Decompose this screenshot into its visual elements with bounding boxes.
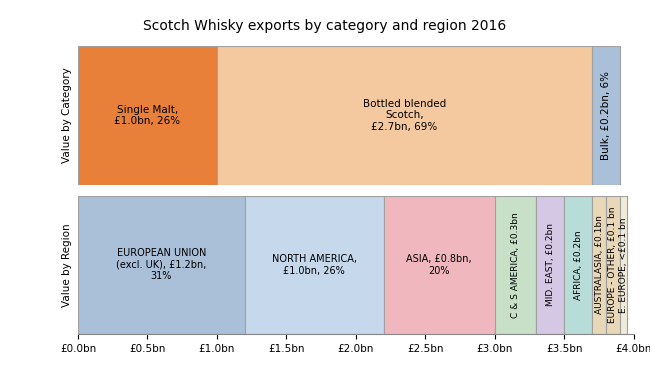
Text: E. EUROPE, <£0.1 bn: E. EUROPE, <£0.1 bn <box>619 217 628 313</box>
Text: AFRICA, £0.2bn: AFRICA, £0.2bn <box>574 230 582 300</box>
Text: NORTH AMERICA,
£1.0bn, 26%: NORTH AMERICA, £1.0bn, 26% <box>272 254 357 276</box>
FancyBboxPatch shape <box>606 195 620 334</box>
Y-axis label: Value by Region: Value by Region <box>62 223 72 307</box>
Y-axis label: Value by Category: Value by Category <box>62 68 72 163</box>
FancyBboxPatch shape <box>495 195 536 334</box>
Text: EUROPE - OTHER, £0.1 bn: EUROPE - OTHER, £0.1 bn <box>608 207 618 323</box>
FancyBboxPatch shape <box>217 46 592 185</box>
Text: ASIA, £0.8bn,
20%: ASIA, £0.8bn, 20% <box>406 254 472 276</box>
Text: EUROPEAN UNION
(excl. UK), £1.2bn,
31%: EUROPEAN UNION (excl. UK), £1.2bn, 31% <box>116 248 207 281</box>
Text: Scotch Whisky exports by category and region 2016: Scotch Whisky exports by category and re… <box>144 19 506 33</box>
Text: AUSTRALASIA, £0.1bn: AUSTRALASIA, £0.1bn <box>595 215 603 314</box>
FancyBboxPatch shape <box>592 46 620 185</box>
FancyBboxPatch shape <box>78 195 244 334</box>
FancyBboxPatch shape <box>564 195 592 334</box>
FancyBboxPatch shape <box>620 195 627 334</box>
Text: Bulk, £0.2bn, 6%: Bulk, £0.2bn, 6% <box>601 71 611 160</box>
Text: Bottled blended
Scotch,
£2.7bn, 69%: Bottled blended Scotch, £2.7bn, 69% <box>363 99 446 132</box>
FancyBboxPatch shape <box>592 195 606 334</box>
Text: Single Malt,
£1.0bn, 26%: Single Malt, £1.0bn, 26% <box>114 104 181 126</box>
FancyBboxPatch shape <box>78 46 217 185</box>
Text: C & S AMERICA, £0.3bn: C & S AMERICA, £0.3bn <box>511 212 520 318</box>
FancyBboxPatch shape <box>244 195 384 334</box>
FancyBboxPatch shape <box>384 195 495 334</box>
Text: MID. EAST, £0.2bn: MID. EAST, £0.2bn <box>546 223 555 306</box>
FancyBboxPatch shape <box>536 195 564 334</box>
